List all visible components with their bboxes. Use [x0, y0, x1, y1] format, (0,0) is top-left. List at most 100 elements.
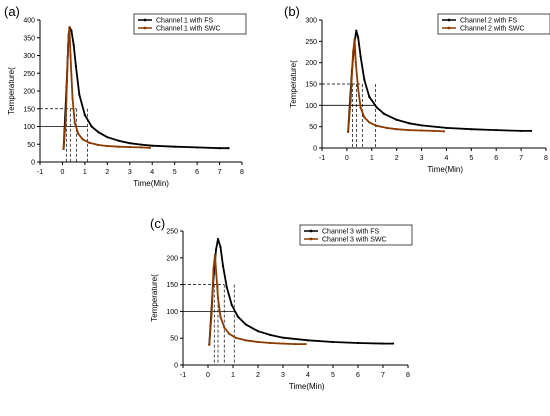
x-tick-label: 0 [60, 169, 64, 176]
x-tick-label: -1 [319, 155, 325, 162]
legend-label: Channel 2 with FS [460, 18, 518, 25]
x-tick-label: 5 [469, 155, 473, 162]
x-axis-label: Time(Min) [289, 382, 325, 391]
x-tick-label: 2 [105, 169, 109, 176]
data-point [106, 136, 109, 139]
x-tick-label: 1 [231, 372, 235, 379]
x-tick-label: 4 [444, 155, 448, 162]
data-point [306, 339, 310, 342]
data-point [269, 341, 272, 345]
data-point [77, 132, 80, 135]
data-point [281, 342, 285, 345]
x-tick-label: 6 [494, 155, 498, 162]
legend-marker [309, 237, 313, 241]
y-tick-label: 200 [166, 255, 178, 262]
data-point [304, 342, 307, 346]
data-point [470, 128, 473, 131]
data-point [97, 131, 100, 134]
data-point [221, 264, 225, 267]
y-tick-label: 300 [23, 53, 35, 60]
x-tick-label: 2 [395, 155, 399, 162]
data-point [117, 139, 120, 142]
legend-marker [309, 229, 313, 233]
y-tick-label: 50 [27, 142, 35, 149]
y-tick-label: 100 [166, 309, 178, 316]
data-point [391, 342, 395, 345]
x-tick-label: 8 [406, 372, 410, 379]
data-point [256, 340, 260, 344]
data-point [432, 129, 436, 133]
legend-label: Channel 3 with SWC [322, 237, 387, 244]
data-point [244, 323, 247, 326]
data-point [353, 38, 356, 41]
data-point [383, 112, 386, 115]
x-tick-label: 2 [256, 372, 260, 379]
data-point [269, 333, 272, 337]
legend-marker [143, 26, 147, 30]
y-tick-label: 250 [166, 229, 178, 236]
y-tick-label: 400 [23, 18, 35, 25]
data-point [196, 146, 199, 149]
data-point [381, 342, 385, 345]
data-point [214, 248, 218, 251]
data-point [368, 121, 371, 124]
data-point [234, 336, 237, 339]
data-point [71, 97, 74, 100]
data-point [349, 99, 352, 103]
data-point [66, 43, 70, 46]
legend-label: Channel 1 with SWC [156, 26, 221, 33]
x-axis-label: Time(Min) [427, 165, 463, 174]
data-point [445, 126, 448, 130]
x-tick-label: 0 [345, 155, 349, 162]
data-point [230, 303, 233, 307]
data-point [354, 61, 357, 64]
data-point [294, 342, 297, 346]
legend-marker [143, 18, 147, 22]
y-tick-label: 150 [305, 82, 317, 89]
data-point [128, 145, 131, 149]
series-line [347, 38, 445, 133]
data-point [128, 142, 131, 145]
data-point [363, 78, 366, 81]
data-point [148, 146, 152, 149]
x-tick-label: 1 [370, 155, 374, 162]
y-tick-label: 250 [305, 39, 317, 46]
data-point [442, 130, 446, 133]
x-tick-label: 0 [206, 372, 210, 379]
data-point [227, 147, 230, 150]
data-point [356, 87, 360, 90]
data-point [408, 128, 411, 132]
y-axis-label: Temperature( [7, 67, 16, 115]
data-point [244, 339, 247, 342]
data-point [495, 128, 498, 132]
x-tick-label: 4 [150, 169, 154, 176]
data-point [225, 286, 228, 289]
data-point [216, 296, 220, 300]
y-tick-label: 100 [305, 103, 317, 110]
x-tick-label: 6 [356, 372, 360, 379]
data-point [363, 116, 366, 119]
data-point [228, 332, 231, 336]
x-tick-label: 3 [128, 169, 132, 176]
legend-label: Channel 2 with SWC [460, 26, 525, 33]
data-point [106, 144, 109, 148]
x-tick-label: 1 [83, 169, 87, 176]
data-point [359, 106, 362, 109]
panel-label: (a) [4, 4, 20, 19]
x-tick-label: 7 [381, 372, 385, 379]
data-point [347, 130, 350, 133]
data-point [223, 326, 226, 329]
data-point [139, 146, 143, 149]
data-point [395, 118, 398, 121]
data-point [173, 145, 176, 148]
x-axis-label: Time(Min) [133, 179, 169, 188]
data-point [218, 147, 221, 150]
data-point [62, 147, 65, 150]
series-line [62, 26, 229, 150]
data-point [281, 336, 285, 339]
data-point [368, 95, 371, 98]
y-tick-label: 150 [23, 106, 35, 113]
x-tick-label: 6 [195, 169, 199, 176]
data-point [69, 54, 72, 57]
